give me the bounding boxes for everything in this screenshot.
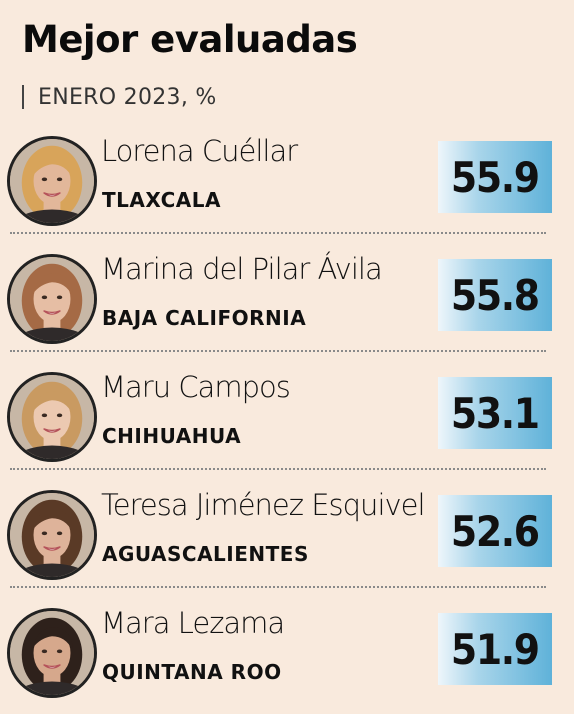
row-divider	[10, 586, 546, 588]
ranking-row: Teresa Jiménez Esquivel AGUASCALIENTES 52.…	[0, 480, 574, 598]
governor-name: Mara Lezama	[101, 606, 285, 640]
value-box: 55.8	[438, 259, 552, 331]
chart-title: Mejor evaluadas	[22, 18, 358, 61]
approval-value: 55.8	[451, 270, 540, 320]
row-divider	[10, 232, 546, 234]
ranking-row: Maru Campos CHIHUAHUA 53.1	[0, 362, 574, 480]
chart-subtitle: ENERO 2023, %	[22, 84, 217, 110]
approval-value: 52.6	[451, 506, 540, 556]
governor-name: Marina del Pilar Ávila	[101, 252, 383, 286]
governor-name: Lorena Cuéllar	[101, 134, 298, 168]
portrait-icon	[7, 136, 97, 226]
state-label: TLAXCALA	[102, 188, 221, 212]
ranking-row: Marina del Pilar Ávila BAJA CALIFORNIA 55.…	[0, 244, 574, 362]
value-box: 53.1	[438, 377, 552, 449]
subtitle-text: ENERO 2023, %	[38, 84, 217, 110]
subtitle-bar	[22, 85, 24, 109]
approval-value: 51.9	[451, 624, 540, 674]
governor-name: Teresa Jiménez Esquivel	[101, 488, 426, 522]
approval-value: 53.1	[451, 388, 540, 438]
ranking-row: Lorena Cuéllar TLAXCALA 55.9	[0, 126, 574, 244]
row-divider	[10, 350, 546, 352]
portrait-graphic	[10, 375, 94, 459]
state-label: BAJA CALIFORNIA	[102, 306, 307, 330]
state-label: AGUASCALIENTES	[102, 542, 309, 566]
portrait-icon	[7, 490, 97, 580]
portrait-icon	[7, 254, 97, 344]
ranking-row: Mara Lezama QUINTANA ROO 51.9	[0, 598, 574, 714]
value-box: 55.9	[438, 141, 552, 213]
portrait-graphic	[10, 139, 94, 223]
approval-value: 55.9	[451, 152, 540, 202]
portrait-icon	[7, 372, 97, 462]
value-box: 52.6	[438, 495, 552, 567]
portrait-icon	[7, 608, 97, 698]
row-divider	[10, 468, 546, 470]
portrait-graphic	[10, 611, 94, 695]
portrait-graphic	[10, 257, 94, 341]
state-label: CHIHUAHUA	[102, 424, 242, 448]
value-box: 51.9	[438, 613, 552, 685]
governor-name: Maru Campos	[101, 370, 291, 404]
state-label: QUINTANA ROO	[102, 660, 282, 684]
portrait-graphic	[10, 493, 94, 577]
